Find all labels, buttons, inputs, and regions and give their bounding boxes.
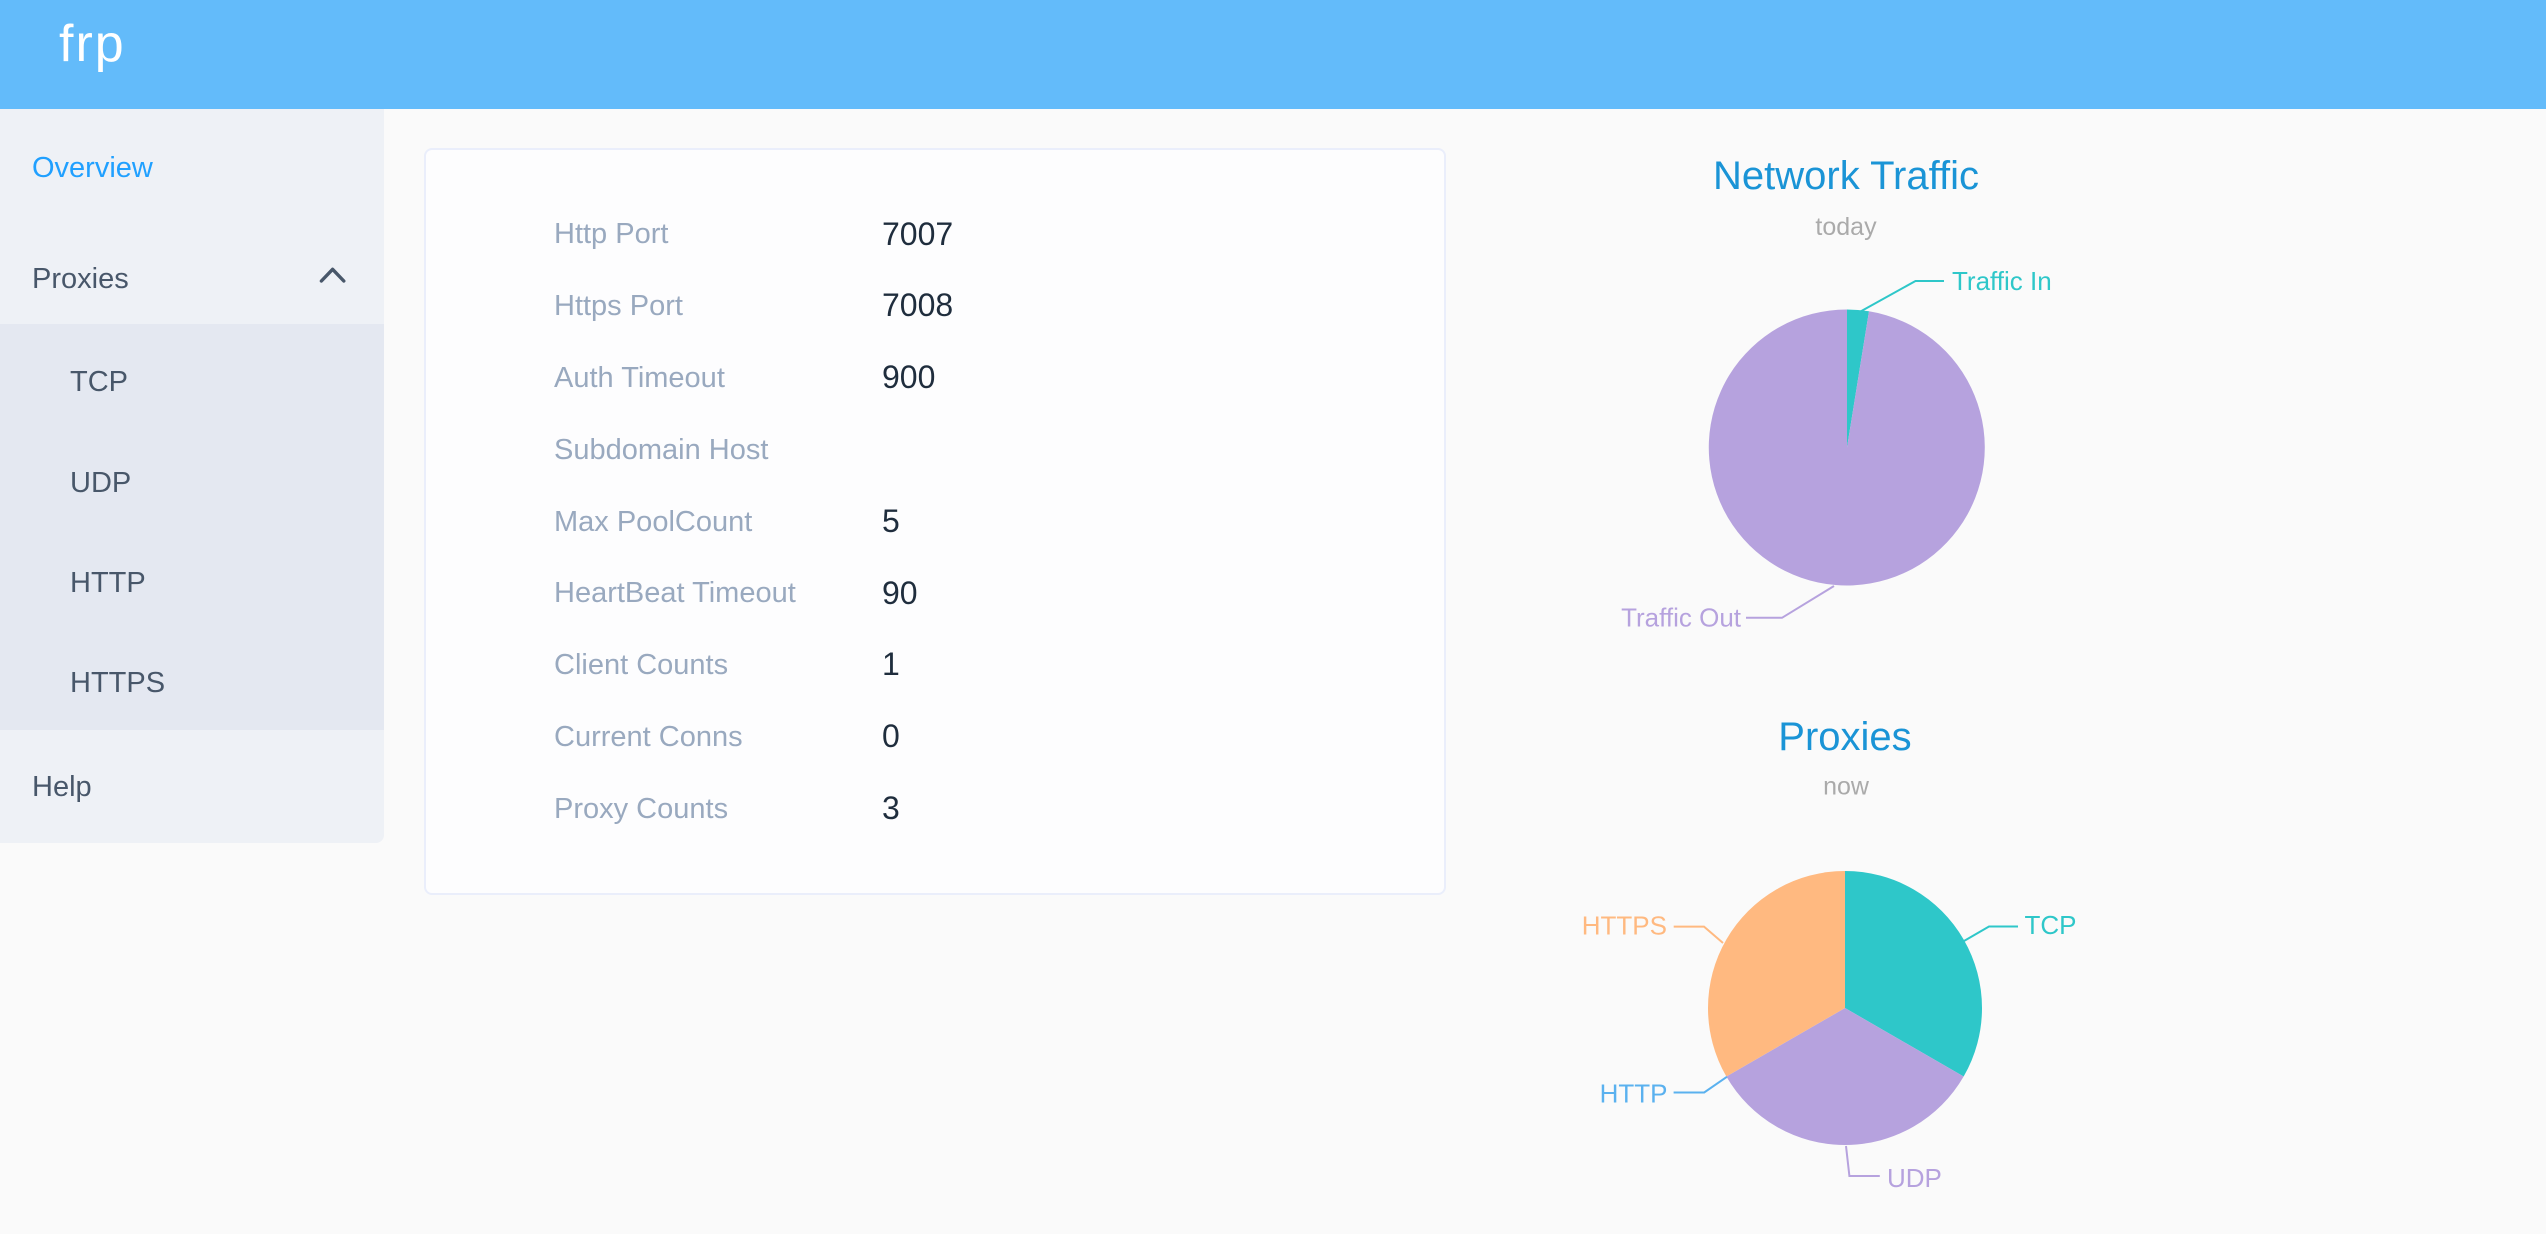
svg-text:HTTPS: HTTPS — [1582, 910, 1667, 940]
svg-text:HTTP: HTTP — [1600, 1079, 1668, 1109]
svg-text:UDP: UDP — [1887, 1163, 1942, 1193]
svg-text:Traffic Out: Traffic Out — [1621, 603, 1742, 633]
svg-text:now: now — [1823, 773, 1870, 801]
svg-text:TCP: TCP — [2025, 910, 2077, 940]
svg-text:Network Traffic: Network Traffic — [1713, 154, 1979, 198]
svg-text:Proxies: Proxies — [1778, 715, 1911, 759]
svg-text:Traffic In: Traffic In — [1952, 266, 2052, 296]
svg-text:today: today — [1815, 213, 1877, 241]
